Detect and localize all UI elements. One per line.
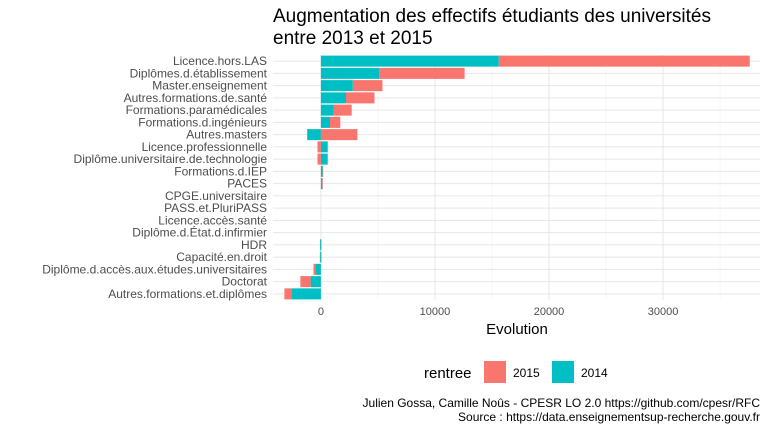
chart-title-line-1: Augmentation des effectifs étudiants des… [273, 6, 711, 27]
caption-source: Source : https://data.enseignementsup-re… [458, 410, 760, 424]
category-label: Autres.formations.de.santé [124, 91, 268, 105]
legend-swatch-2015 [484, 361, 506, 383]
bar-2014 [319, 239, 321, 251]
bar-2015 [352, 80, 383, 92]
category-label: Diplômes.d.établissement [130, 66, 268, 80]
category-label: Diplôme.d.État.d.infirmier [132, 225, 267, 240]
bar-2015 [317, 153, 321, 165]
category-labels: Licence.hors.LASDiplômes.d.établissement… [42, 54, 267, 301]
category-label: CPGE.universitaire [165, 189, 267, 203]
bar-2014 [291, 288, 321, 300]
bar-2015 [320, 129, 358, 141]
legend-label-2014: 2014 [581, 366, 608, 380]
legend: rentree 2015 2014 [424, 361, 608, 383]
bar-2014 [310, 276, 321, 288]
x-tick-label: 20000 [534, 306, 565, 318]
bar-2015 [330, 116, 341, 128]
bar-2014 [320, 153, 328, 165]
category-label: PACES [227, 177, 267, 191]
bar-2015 [313, 263, 316, 275]
x-tick-label: 30000 [648, 306, 679, 318]
category-label: Autres.masters [186, 128, 267, 142]
bar-2015 [322, 178, 323, 190]
bar-2014 [320, 178, 323, 190]
bar-2014 [320, 104, 334, 116]
bar-2014 [320, 55, 499, 67]
bar-2015 [345, 92, 375, 104]
grid [273, 55, 760, 300]
bar-2014 [320, 141, 328, 153]
x-axis-title: Evolution [486, 321, 548, 338]
category-label: Formations.paramédicales [126, 103, 267, 117]
category-label: Licence.professionnelle [142, 140, 268, 154]
bar-2014 [320, 116, 331, 128]
bar-2014 [320, 92, 346, 104]
category-label: Licence.accès.santé [158, 213, 267, 227]
category-label: HDR [241, 238, 267, 252]
bar-2015 [322, 165, 324, 177]
category-label: PASS.et.PluriPASS [164, 201, 267, 215]
bar-2014 [320, 67, 380, 79]
x-tick-labels: 0 10000 20000 30000 [318, 306, 679, 318]
bars [284, 55, 750, 300]
bar-2015 [498, 55, 750, 67]
bar-2015 [317, 141, 321, 153]
bar-2014 [320, 80, 353, 92]
category-label: Formations.d.ingénieurs [138, 115, 267, 129]
bar-2014 [315, 263, 321, 275]
category-label: Formations.d.IEP [174, 164, 267, 178]
category-label: Diplôme.d.accès.aux.études.universitaire… [42, 262, 267, 276]
category-label: Capacité.en.droit [176, 250, 267, 264]
legend-title: rentree [424, 365, 472, 382]
category-label: Doctorat [222, 275, 268, 289]
x-tick-label: 10000 [420, 306, 451, 318]
bar-2014 [319, 251, 321, 263]
category-label: Master.enseignement [152, 79, 267, 93]
caption-authors: Julien Gossa, Camille Noûs - CPESR LO 2.… [363, 396, 761, 410]
category-label: Diplôme.universitaire.de.technologie [74, 152, 268, 166]
bar-2015 [320, 251, 322, 263]
x-tick-label: 0 [318, 306, 324, 318]
bar-2015 [379, 67, 465, 79]
category-label: Autres.formations.et.diplômes [108, 287, 267, 301]
bar-2014 [320, 165, 323, 177]
legend-swatch-2014 [552, 361, 574, 383]
chart-title-line-2: entre 2013 et 2015 [273, 28, 433, 49]
bar-2015 [333, 104, 352, 116]
bar-2015 [300, 276, 311, 288]
bar-2014 [307, 129, 321, 141]
bar-2015 [284, 288, 292, 300]
legend-label-2015: 2015 [513, 366, 540, 380]
bar-2015 [320, 239, 322, 251]
category-label: Licence.hors.LAS [173, 54, 267, 68]
